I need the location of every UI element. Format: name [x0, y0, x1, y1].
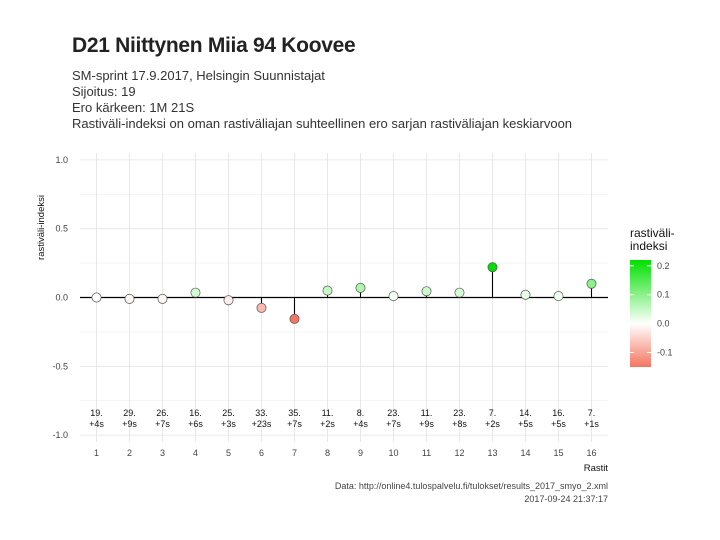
subtitle-event: SM-sprint 17.9.2017, Helsingin Suunnista…	[72, 68, 325, 83]
legend-tick-label: 0.2	[657, 261, 670, 271]
diff-label: +2s	[320, 419, 335, 429]
data-point	[223, 295, 234, 306]
diff-label: +1s	[584, 419, 599, 429]
x-tick-label: 2	[127, 448, 132, 458]
data-point	[421, 286, 432, 297]
legend-title: indeksi	[630, 239, 667, 253]
data-point	[553, 291, 564, 302]
data-point	[388, 291, 399, 302]
legend-tick-label: 0.0	[657, 319, 670, 329]
rank-label: 26.	[156, 408, 169, 418]
data-point	[124, 293, 135, 304]
legend-colorbar	[630, 260, 651, 367]
legend-title: rastiväli-	[630, 226, 675, 240]
x-tick-label: 14	[520, 448, 530, 458]
data-point	[91, 292, 102, 303]
rank-label: 35.	[288, 408, 301, 418]
x-axis-title: Rastit	[584, 463, 609, 474]
rank-label: 11.	[421, 408, 433, 418]
data-point	[289, 313, 300, 324]
diff-label: +7s	[287, 419, 302, 429]
subtitle-description: Rastiväli-indeksi on oman rastiväliajan …	[72, 116, 573, 131]
x-tick-label: 13	[487, 448, 497, 458]
diff-label: +7s	[386, 419, 401, 429]
data-point	[586, 278, 597, 289]
diff-label: +9s	[419, 419, 434, 429]
rank-label: 7.	[489, 408, 497, 418]
x-tick-label: 1	[94, 448, 99, 458]
rank-label: 16.	[189, 408, 202, 418]
rank-label: 25.	[222, 408, 235, 418]
data-point	[190, 287, 201, 298]
x-tick-label: 9	[358, 448, 363, 458]
rank-label: 33.	[255, 408, 268, 418]
rank-label: 29.	[123, 408, 136, 418]
caption-source: Data: http://online4.tulospalvelu.fi/tul…	[334, 481, 608, 491]
rank-label: 23.	[453, 408, 466, 418]
x-tick-label: 12	[454, 448, 464, 458]
rank-label: 23.	[387, 408, 400, 418]
data-point	[454, 287, 465, 298]
rank-label: 7.	[588, 408, 596, 418]
data-point	[355, 282, 366, 293]
rank-label: 11.	[322, 408, 334, 418]
diff-label: +6s	[188, 419, 203, 429]
caption-timestamp: 2017-09-24 21:37:17	[524, 494, 608, 504]
diff-label: +23s	[252, 419, 272, 429]
rank-label: 19.	[90, 408, 103, 418]
x-tick-label: 5	[226, 448, 231, 458]
rank-label: 16.	[552, 408, 565, 418]
diff-label: +3s	[221, 419, 236, 429]
x-tick-label: 4	[193, 448, 198, 458]
subtitle-gap: Ero kärkeen: 1M 21S	[72, 100, 195, 115]
data-point	[322, 285, 333, 296]
data-point	[520, 289, 531, 300]
diff-label: +9s	[122, 419, 137, 429]
data-point	[256, 302, 267, 313]
legend-tick-label: -0.1	[657, 348, 673, 358]
x-tick-label: 3	[160, 448, 165, 458]
y-tick-label: 0.5	[55, 224, 68, 234]
diff-label: +5s	[518, 419, 533, 429]
diff-label: +4s	[89, 419, 104, 429]
x-tick-label: 11	[422, 448, 431, 458]
x-tick-label: 7	[292, 448, 297, 458]
legend-tick-label: 0.1	[657, 290, 670, 300]
y-axis-title: rastiväli-indeksi	[36, 195, 47, 260]
x-tick-label: 6	[259, 448, 264, 458]
diff-label: +4s	[353, 419, 368, 429]
rank-label: 8.	[357, 408, 365, 418]
data-point	[157, 293, 168, 304]
x-tick-label: 16	[586, 448, 596, 458]
y-tick-label: -0.5	[52, 361, 68, 371]
diff-label: +5s	[551, 419, 566, 429]
x-tick-label: 8	[325, 448, 330, 458]
y-tick-label: -1.0	[52, 430, 68, 440]
data-point	[487, 262, 498, 273]
chart-title: D21 Niittynen Miia 94 Koovee	[72, 34, 356, 57]
y-tick-label: 0.0	[55, 293, 68, 303]
x-tick-label: 15	[553, 448, 563, 458]
diff-label: +8s	[452, 419, 467, 429]
y-tick-label: 1.0	[55, 155, 68, 165]
diff-label: +7s	[155, 419, 170, 429]
diff-label: +2s	[485, 419, 500, 429]
x-tick-label: 10	[388, 448, 398, 458]
subtitle-rank: Sijoitus: 19	[72, 84, 136, 99]
rank-label: 14.	[519, 408, 532, 418]
